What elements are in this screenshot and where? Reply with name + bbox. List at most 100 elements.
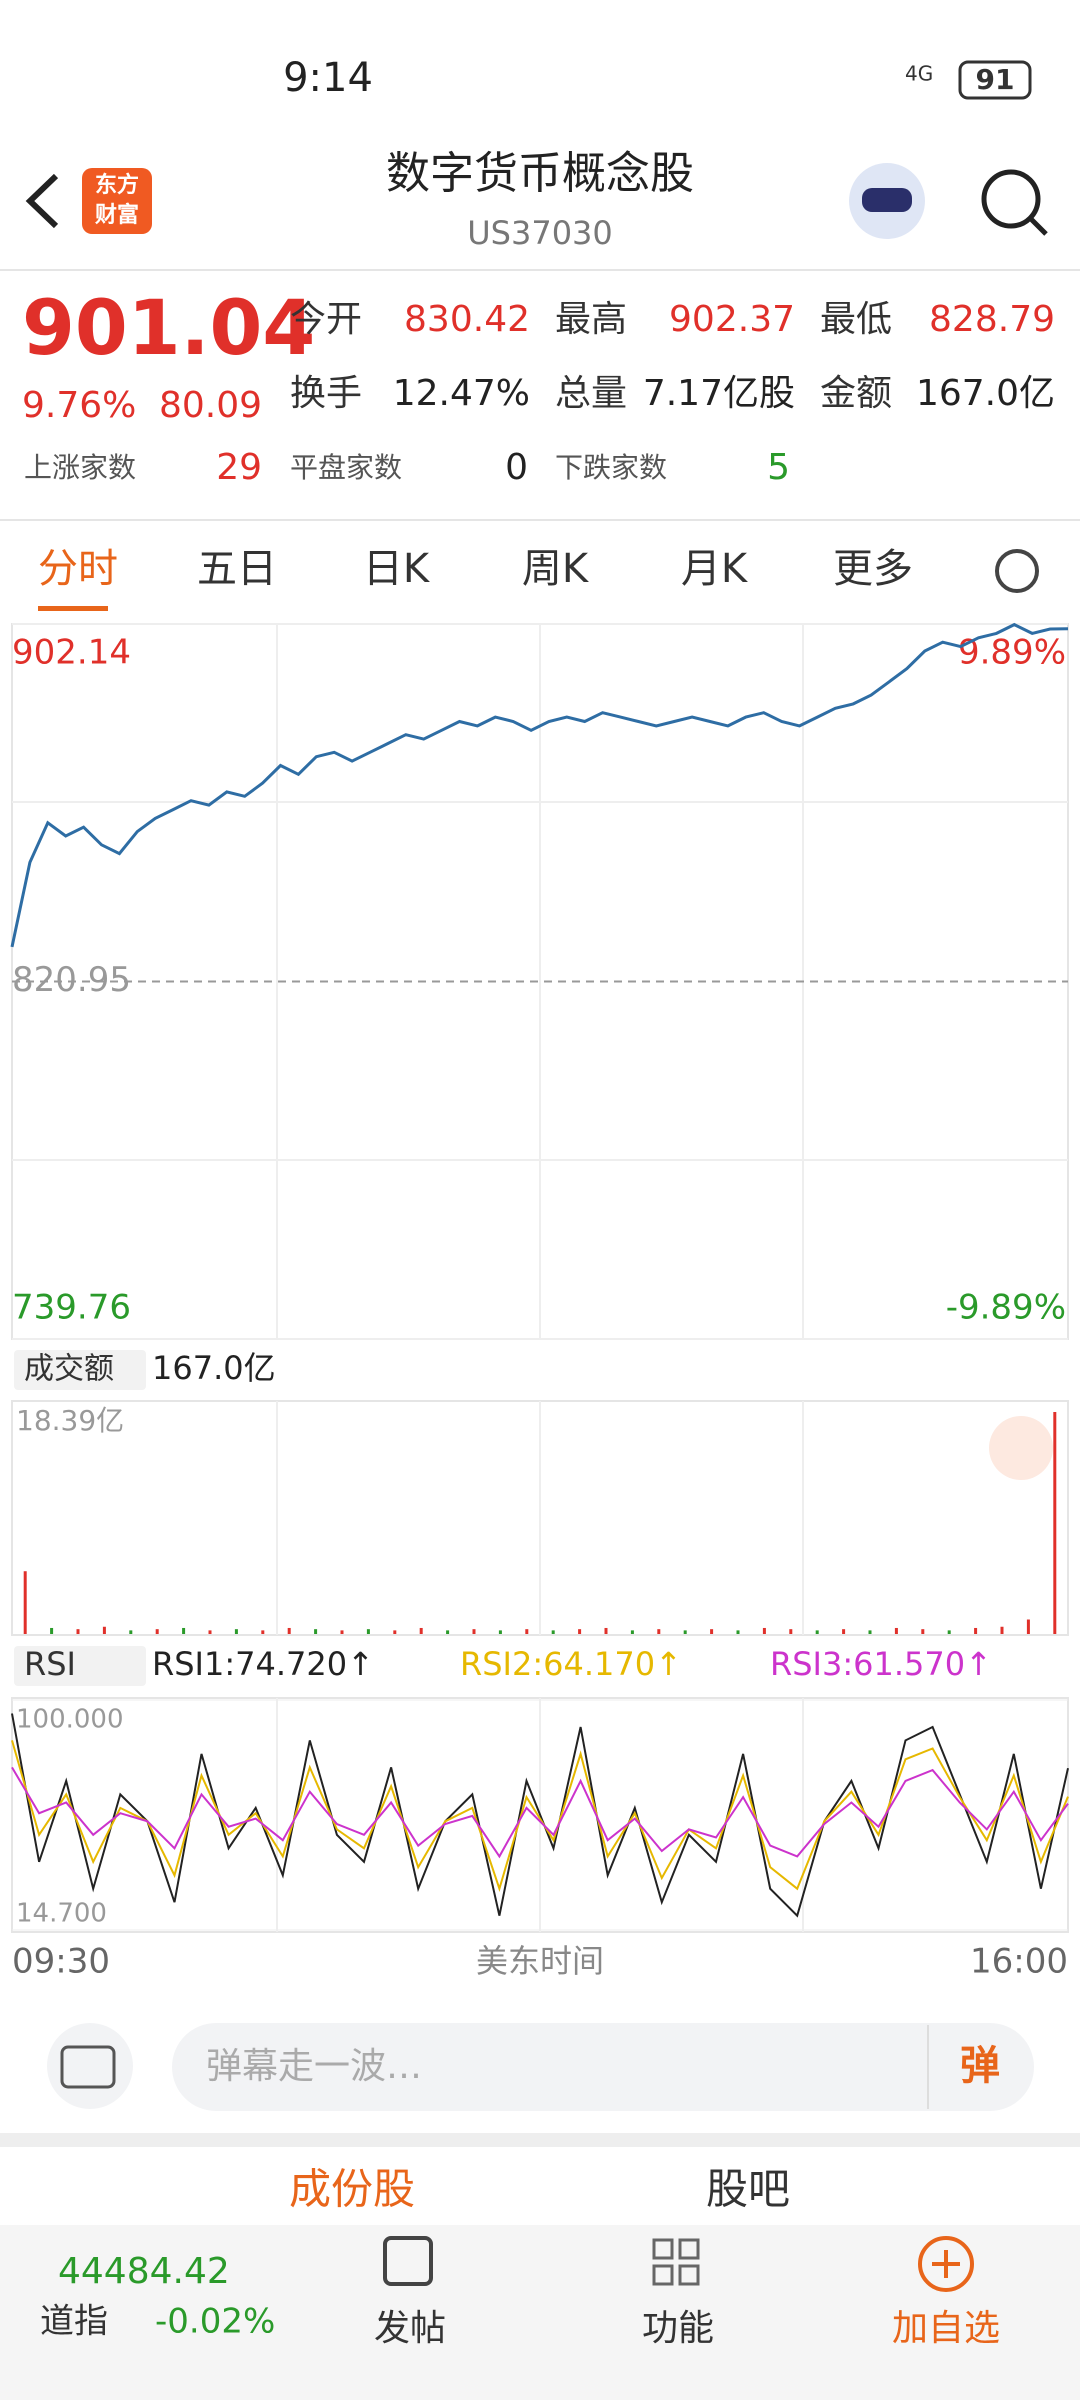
danmu-button[interactable]: 弹 xyxy=(960,2043,1000,2089)
avatar-face xyxy=(862,188,912,212)
volume-bar xyxy=(551,1630,555,1634)
volume-bar xyxy=(393,1630,397,1634)
danmu-input[interactable] xyxy=(172,2023,1034,2111)
volume-bar xyxy=(155,1629,159,1634)
stat-label: 总量 xyxy=(555,373,627,414)
volume-total: 167.0亿 xyxy=(152,1349,276,1387)
status-network: 4G xyxy=(905,62,933,86)
period-tab[interactable]: 月K xyxy=(681,546,749,592)
post-icon xyxy=(383,2236,433,2286)
volume-bar xyxy=(710,1629,714,1634)
period-tab[interactable]: 五日 xyxy=(197,546,277,592)
volume-bar xyxy=(340,1630,344,1634)
volume-bar xyxy=(842,1629,846,1634)
period-tab[interactable]: 日K xyxy=(363,546,431,592)
line xyxy=(10,622,1069,948)
index-name: 道指 xyxy=(40,2302,108,2342)
pct-label: -9.89% xyxy=(946,1288,1066,1328)
function-icon xyxy=(652,2238,700,2286)
status-time: 9:14 xyxy=(283,55,373,101)
breadth-value: 5 xyxy=(767,447,790,488)
stat-value: 12.47% xyxy=(393,373,530,414)
stat-value: 828.79 xyxy=(929,299,1055,340)
add-icon xyxy=(918,2236,974,2292)
volume-bar xyxy=(498,1630,502,1634)
volume-bar xyxy=(657,1629,661,1634)
stat-label: 最低 xyxy=(820,299,892,340)
battery xyxy=(958,60,1032,100)
indicator-selector[interactable] xyxy=(14,1646,146,1686)
stat-label: 金额 xyxy=(820,373,892,414)
volume-bar xyxy=(604,1627,608,1634)
rsi-legend: RSI3:61.570↑ xyxy=(770,1645,992,1683)
volume-bar xyxy=(789,1629,793,1634)
stat-label: 最高 xyxy=(555,299,627,340)
volume-bar xyxy=(129,1630,133,1634)
breadth-label: 平盘家数 xyxy=(290,451,402,484)
volume-bar xyxy=(525,1629,529,1634)
line xyxy=(11,1740,1069,1893)
volume-bar xyxy=(1026,1619,1030,1634)
title: 数字货币概念股 xyxy=(386,148,694,199)
volume-selector[interactable] xyxy=(14,1350,146,1390)
back-button[interactable] xyxy=(25,173,59,229)
period-tab[interactable]: 分时 xyxy=(38,546,118,592)
volume-label[interactable]: 成交额 xyxy=(24,1352,114,1387)
y-tick-label: 14.700 xyxy=(16,1899,107,1929)
volume-bar xyxy=(182,1627,186,1634)
volume-bar xyxy=(630,1630,634,1634)
stat-label: 换手 xyxy=(290,373,362,414)
stat-label: 今开 xyxy=(290,299,362,340)
y-tick-label: 100.000 xyxy=(16,1705,124,1735)
change-pct: 9.76% xyxy=(22,385,136,426)
sub-tab[interactable]: 成份股 xyxy=(289,2165,415,2214)
volume-bar xyxy=(762,1627,766,1634)
volume-bar xyxy=(894,1627,898,1634)
expand-button[interactable] xyxy=(989,1416,1053,1480)
indicator-label[interactable]: RSI xyxy=(24,1645,76,1683)
period-tab[interactable]: 更多 xyxy=(833,546,913,592)
volume-bar xyxy=(102,1626,106,1634)
danmu-toggle[interactable] xyxy=(47,2023,133,2109)
volume-bar xyxy=(815,1630,819,1634)
stat-value: 7.17亿股 xyxy=(643,373,795,414)
danmu-icon xyxy=(60,2045,116,2089)
y-tick-label: 902.14 xyxy=(12,633,131,673)
nav-item[interactable]: 加自选 xyxy=(892,2308,1000,2349)
volume-bar xyxy=(974,1627,978,1634)
tab-underline xyxy=(38,606,108,611)
time-axis-label: 16:00 xyxy=(970,1942,1068,1982)
rsi-legend: RSI2:64.170↑ xyxy=(460,1645,682,1683)
period-tab[interactable]: 周K xyxy=(522,546,590,592)
volume-bar xyxy=(1000,1626,1004,1634)
breadth-value: 29 xyxy=(216,447,262,488)
stat-value: 902.37 xyxy=(669,299,795,340)
nav-item[interactable]: 功能 xyxy=(642,2308,714,2349)
volume-bar xyxy=(366,1629,370,1634)
volume-bar xyxy=(261,1630,265,1634)
danmu-placeholder: 弹幕走一波… xyxy=(206,2046,422,2087)
index-change: -0.02% xyxy=(155,2302,275,2342)
y-tick-label: 739.76 xyxy=(12,1288,131,1328)
volume-bar xyxy=(578,1629,582,1634)
breadth-label: 下跌家数 xyxy=(555,451,667,484)
stat-value: 830.42 xyxy=(404,299,530,340)
line xyxy=(11,1766,1069,1859)
stat-value: 167.0亿 xyxy=(916,373,1055,414)
y-tick-label: 18.39亿 xyxy=(16,1404,124,1437)
volume-bar xyxy=(921,1629,925,1634)
settings-icon[interactable] xyxy=(995,549,1039,593)
nav-item[interactable]: 发帖 xyxy=(374,2308,446,2349)
search-icon[interactable] xyxy=(981,169,1041,229)
volume-bar xyxy=(208,1630,212,1634)
sub-tab[interactable]: 股吧 xyxy=(706,2165,790,2214)
bottom-nav-bg xyxy=(0,2225,1080,2400)
volume-bar xyxy=(314,1629,318,1634)
add-icon-plus xyxy=(932,2250,960,2278)
volume-bar xyxy=(683,1630,687,1634)
subtitle: US37030 xyxy=(467,214,613,252)
volume-bar xyxy=(1053,1412,1057,1634)
logo-text: 东方 xyxy=(95,172,139,198)
volume-bar xyxy=(23,1571,27,1634)
